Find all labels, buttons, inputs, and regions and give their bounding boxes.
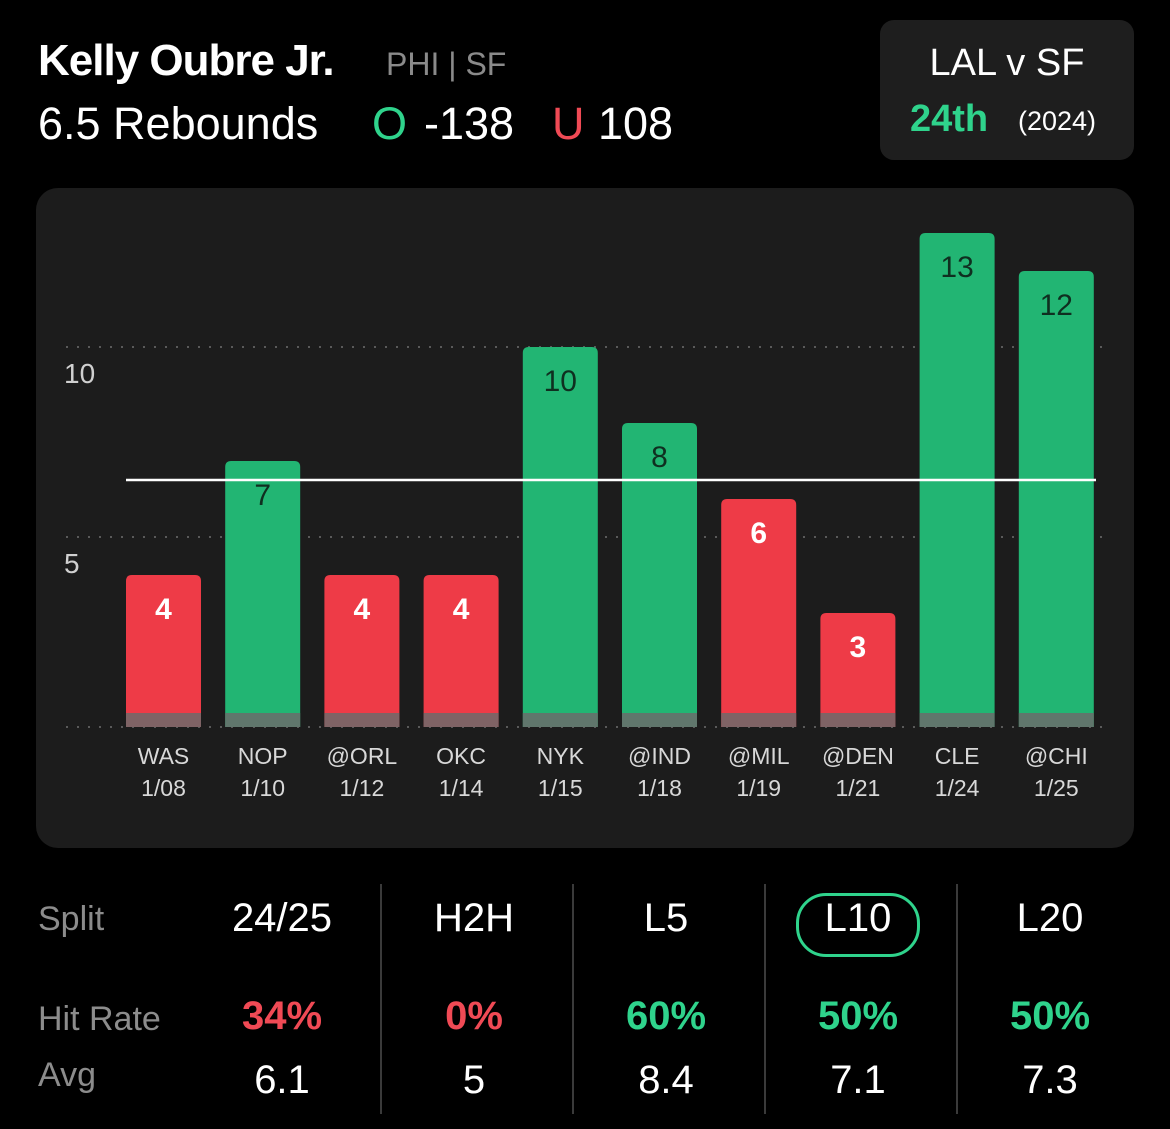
bar-at-ind[interactable]	[622, 423, 697, 727]
x-label-date: 1/19	[736, 775, 781, 801]
y-tick-label: 10	[64, 358, 95, 389]
player-name: Kelly Oubre Jr.	[38, 36, 335, 85]
x-label-opponent: OKC	[436, 743, 486, 769]
team-label: PHI | SF	[386, 46, 507, 82]
bar-nop[interactable]	[225, 461, 301, 727]
matchup-rank: 24th	[910, 98, 989, 140]
hit-rate-row-label: Hit Rate	[38, 1000, 161, 1038]
x-label-date: 1/10	[240, 775, 285, 801]
split-tab-label: H2H	[433, 896, 515, 940]
matchup-card[interactable]: LAL v SF 24th (2024)	[880, 20, 1134, 160]
over-odds[interactable]: -138	[424, 98, 515, 149]
bar-value-label: 8	[651, 441, 668, 474]
x-label-opponent: @MIL	[728, 743, 790, 769]
x-label-opponent: @ORL	[327, 743, 398, 769]
split-tab-h2h[interactable]: H2H	[379, 896, 569, 941]
rebounds-bar-chart: 5 10 4 WAS 1/08 7 NOP 1/10 4 @ORL 1/12 4 OKC 1/14 10 NY…	[64, 233, 1102, 801]
bar-value-label: 10	[544, 365, 577, 398]
bar-base	[721, 713, 797, 727]
bar-base	[919, 713, 995, 727]
bar-value-label: 13	[940, 251, 973, 284]
x-label-date: 1/25	[1034, 775, 1079, 801]
splits-table: Split Hit Rate Avg 24/25 34% 6.1 H2H 0% 5 L5 60…	[0, 870, 1170, 1129]
split-tab-l5[interactable]: L5	[571, 896, 761, 941]
split-tab-l20[interactable]: L20	[955, 896, 1145, 941]
x-label-opponent: WAS	[138, 743, 190, 769]
bar-base	[225, 713, 301, 727]
x-label-date: 1/24	[935, 775, 980, 801]
split-row-label: Split	[38, 900, 105, 938]
bar-at-mil[interactable]	[721, 499, 797, 727]
bar-nyk[interactable]	[522, 347, 598, 727]
split-tab-label: L5	[643, 896, 689, 940]
x-label-opponent: @DEN	[822, 743, 894, 769]
bar-value-label: 6	[750, 517, 767, 550]
bar-value-label: 7	[254, 479, 271, 512]
bar-at-chi[interactable]	[1018, 271, 1094, 727]
bar-base	[1018, 713, 1094, 727]
selected-split-indicator	[796, 893, 920, 957]
x-label-opponent: @IND	[628, 743, 691, 769]
y-tick-label: 5	[64, 548, 80, 579]
under-odds[interactable]: 108	[598, 98, 674, 149]
split-tab-label: 24/25	[231, 896, 333, 940]
hit-rate-value: 0%	[445, 994, 503, 1038]
avg-value: 6.1	[254, 1058, 310, 1102]
split-tab-label: L20	[1016, 896, 1084, 940]
bar-value-label: 12	[1040, 289, 1073, 322]
split-tab-l10[interactable]: L10	[763, 893, 953, 957]
hit-rate-value: 34%	[241, 994, 323, 1038]
bar-base	[126, 713, 201, 727]
bar-base	[522, 713, 598, 727]
bar-base	[423, 713, 499, 727]
bar-at-orl[interactable]	[324, 575, 400, 727]
matchup-year: (2024)	[1018, 106, 1097, 136]
column-divider	[572, 884, 574, 1114]
avg-value: 8.4	[638, 1058, 694, 1102]
x-label-date: 1/14	[439, 775, 484, 801]
x-label-date: 1/12	[340, 775, 385, 801]
bar-value-label: 4	[453, 593, 470, 626]
bar-at-den[interactable]	[820, 613, 896, 727]
hit-rate-value: 50%	[817, 994, 899, 1038]
matchup-title: LAL v SF	[929, 42, 1085, 84]
avg-value: 7.3	[1022, 1058, 1078, 1102]
split-tab-label: L10	[824, 896, 892, 940]
x-label-opponent: @CHI	[1025, 743, 1088, 769]
bar-base	[324, 713, 400, 727]
x-label-date: 1/15	[538, 775, 583, 801]
avg-value: 7.1	[830, 1058, 886, 1102]
column-divider	[380, 884, 382, 1114]
bar-was[interactable]	[126, 575, 201, 727]
bar-base	[820, 713, 896, 727]
hit-rate-value: 60%	[625, 994, 707, 1038]
split-tab-24-25[interactable]: 24/25	[187, 896, 377, 941]
bar-value-label: 4	[155, 593, 172, 626]
avg-value: 5	[462, 1058, 486, 1102]
bar-okc[interactable]	[423, 575, 499, 727]
x-label-opponent: NYK	[537, 743, 585, 769]
prop-line: 6.5 Rebounds	[38, 98, 319, 149]
bar-base	[622, 713, 697, 727]
x-label-opponent: NOP	[238, 743, 288, 769]
x-label-opponent: CLE	[935, 743, 980, 769]
x-label-date: 1/08	[141, 775, 186, 801]
bar-value-label: 4	[354, 593, 371, 626]
bar-value-label: 3	[850, 631, 867, 664]
column-divider	[764, 884, 766, 1114]
x-label-date: 1/18	[637, 775, 682, 801]
column-divider	[956, 884, 958, 1114]
over-mark: O	[372, 98, 408, 149]
hit-rate-value: 50%	[1009, 994, 1091, 1038]
chart-panel: 5 10 4 WAS 1/08 7 NOP 1/10 4 @ORL 1/12 4 OKC 1/14 10 NY…	[36, 188, 1134, 848]
x-label-date: 1/21	[836, 775, 881, 801]
avg-row-label: Avg	[38, 1056, 96, 1094]
under-mark: U	[552, 98, 585, 149]
